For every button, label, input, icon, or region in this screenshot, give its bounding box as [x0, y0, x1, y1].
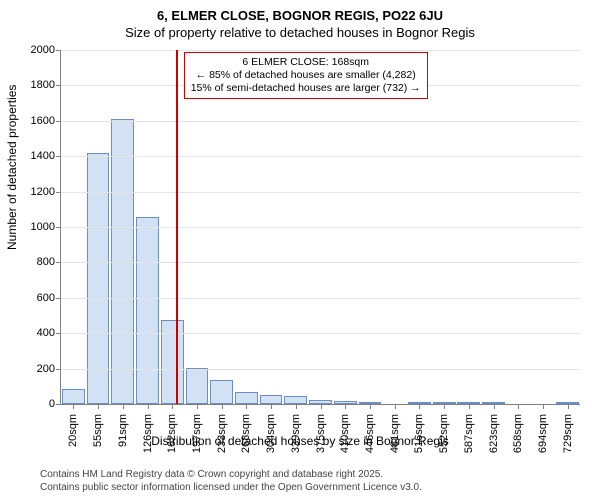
grid-line: [61, 192, 580, 193]
y-tick-mark: [56, 369, 61, 370]
y-tick-label: 0: [49, 398, 55, 410]
bar: [210, 380, 233, 404]
plot-region: 20sqm55sqm91sqm126sqm162sqm197sqm233sqm2…: [60, 50, 580, 405]
y-tick-label: 1400: [31, 150, 55, 162]
y-tick-label: 600: [37, 292, 55, 304]
chart-subtitle: Size of property relative to detached ho…: [0, 25, 600, 40]
x-axis-label: Distribution of detached houses by size …: [0, 434, 600, 448]
chart-title: 6, ELMER CLOSE, BOGNOR REGIS, PO22 6JU: [0, 8, 600, 23]
bar: [260, 395, 283, 404]
bar: [136, 217, 159, 404]
x-tick-mark: [73, 404, 74, 409]
x-tick-mark: [419, 404, 420, 409]
y-tick-label: 1600: [31, 115, 55, 127]
x-tick-mark: [321, 404, 322, 409]
grid-line: [61, 369, 580, 370]
y-tick-label: 1800: [31, 79, 55, 91]
annotation-box: 6 ELMER CLOSE: 168sqm← 85% of detached h…: [184, 52, 428, 99]
y-tick-label: 1200: [31, 186, 55, 198]
x-tick-mark: [246, 404, 247, 409]
footer-line: Contains HM Land Registry data © Crown c…: [40, 469, 422, 482]
y-tick-mark: [56, 298, 61, 299]
x-tick-mark: [494, 404, 495, 409]
y-tick-mark: [56, 156, 61, 157]
x-tick-mark: [469, 404, 470, 409]
chart-area: 20sqm55sqm91sqm126sqm162sqm197sqm233sqm2…: [60, 50, 580, 405]
y-tick-mark: [56, 227, 61, 228]
bar: [87, 153, 110, 404]
y-tick-label: 2000: [31, 44, 55, 56]
x-tick-mark: [271, 404, 272, 409]
y-tick-mark: [56, 85, 61, 86]
footer-line: Contains public sector information licen…: [40, 482, 422, 495]
grid-line: [61, 333, 580, 334]
x-tick-mark: [296, 404, 297, 409]
title-block: 6, ELMER CLOSE, BOGNOR REGIS, PO22 6JU S…: [0, 0, 600, 40]
y-tick-mark: [56, 333, 61, 334]
x-tick-mark: [148, 404, 149, 409]
x-tick-mark: [345, 404, 346, 409]
grid-line: [61, 50, 580, 51]
annotation-line: ← 85% of detached houses are smaller (4,…: [191, 69, 421, 82]
bar: [235, 392, 258, 404]
bar: [284, 396, 307, 404]
annotation-line: 15% of semi-detached houses are larger (…: [191, 82, 421, 95]
x-tick-mark: [197, 404, 198, 409]
grid-line: [61, 156, 580, 157]
y-tick-label: 400: [37, 327, 55, 339]
y-tick-mark: [56, 262, 61, 263]
x-tick-mark: [444, 404, 445, 409]
y-tick-label: 200: [37, 363, 55, 375]
y-tick-mark: [56, 192, 61, 193]
x-tick-mark: [222, 404, 223, 409]
x-tick-mark: [395, 404, 396, 409]
grid-line: [61, 227, 580, 228]
x-tick-mark: [98, 404, 99, 409]
y-tick-mark: [56, 121, 61, 122]
bar: [186, 368, 209, 404]
footer-attribution: Contains HM Land Registry data © Crown c…: [40, 469, 422, 494]
y-tick-mark: [56, 404, 61, 405]
annotation-line: 6 ELMER CLOSE: 168sqm: [191, 56, 421, 69]
x-tick-mark: [172, 404, 173, 409]
y-axis-label: Number of detached properties: [5, 85, 19, 250]
x-tick-mark: [518, 404, 519, 409]
y-tick-label: 1000: [31, 221, 55, 233]
grid-line: [61, 121, 580, 122]
grid-line: [61, 262, 580, 263]
x-tick-mark: [543, 404, 544, 409]
y-tick-label: 800: [37, 256, 55, 268]
x-tick-mark: [123, 404, 124, 409]
grid-line: [61, 298, 580, 299]
x-tick-mark: [370, 404, 371, 409]
x-tick-mark: [568, 404, 569, 409]
y-tick-mark: [56, 50, 61, 51]
bar: [62, 389, 85, 404]
marker-line: [176, 50, 178, 404]
